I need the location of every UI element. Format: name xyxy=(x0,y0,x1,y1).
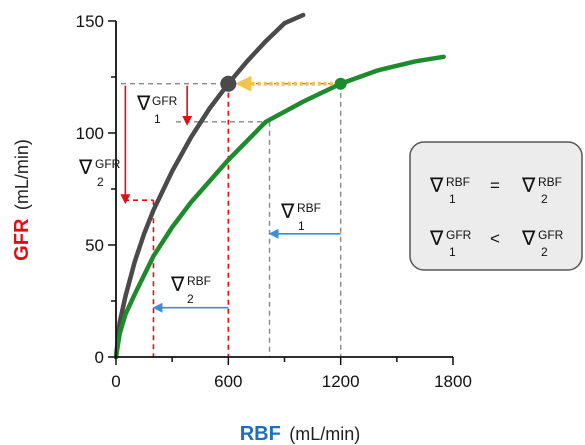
svg-text:1: 1 xyxy=(298,219,305,233)
svg-text:GFR: GFR xyxy=(538,228,564,242)
points-group xyxy=(220,75,347,92)
svg-text:RBF: RBF xyxy=(538,175,562,189)
svg-text:1: 1 xyxy=(449,245,456,259)
x-tick-label: 600 xyxy=(214,372,242,391)
axes-group: 0 50 100 150 0 600 1200 1800 xyxy=(76,12,472,391)
svg-text:∇: ∇ xyxy=(429,226,444,250)
x-axis-title: RBF (mL/min) xyxy=(240,423,361,445)
svg-text:2: 2 xyxy=(97,175,104,189)
svg-text:GFR: GFR xyxy=(152,94,178,108)
svg-text:1: 1 xyxy=(449,192,456,206)
x-tick-label: 1800 xyxy=(434,372,472,391)
svg-text:RBF: RBF xyxy=(297,201,321,215)
svg-text:=: = xyxy=(490,176,500,195)
guide-lines xyxy=(121,83,342,357)
legend-box: ∇ RBF 1 = ∇ RBF 2 ∇ GFR 1 < ∇ GFR 2 xyxy=(409,141,583,271)
y-tick-label: 150 xyxy=(76,12,104,31)
arrows-group xyxy=(120,75,341,313)
y-axis-title: GFR (mL/min) xyxy=(11,139,33,261)
rbf2-label: ∇ RBF 2 xyxy=(170,272,211,306)
curves-group xyxy=(113,12,446,360)
x-tick-label: 0 xyxy=(111,372,120,391)
svg-text:∇: ∇ xyxy=(429,173,444,197)
gfr1-label: ∇ GFR 1 xyxy=(136,91,178,126)
svg-text:∇: ∇ xyxy=(78,155,93,179)
lower-curve xyxy=(113,54,446,360)
svg-text:2: 2 xyxy=(187,292,194,306)
x-tick-label: 1200 xyxy=(322,372,360,391)
svg-text:∇: ∇ xyxy=(170,272,185,296)
legend-row-rbf: ∇ RBF 1 = ∇ RBF 2 xyxy=(429,173,562,206)
upper-curve xyxy=(113,12,306,360)
svg-text:GFR: GFR xyxy=(95,157,121,171)
lower-curve-point xyxy=(334,77,347,90)
svg-text:GFR: GFR xyxy=(446,228,472,242)
legend-row-gfr: ∇ GFR 1 < ∇ GFR 2 xyxy=(429,226,564,259)
svg-text:∇: ∇ xyxy=(280,199,295,223)
y-tick-label: 100 xyxy=(76,124,104,143)
rbf1-label: ∇ RBF 1 xyxy=(280,199,321,233)
svg-text:∇: ∇ xyxy=(136,91,151,115)
svg-text:∇: ∇ xyxy=(521,226,536,250)
gfr2-label: ∇ GFR 2 xyxy=(78,155,121,189)
y-tick-label: 50 xyxy=(85,236,104,255)
svg-text:RBF: RBF xyxy=(187,274,211,288)
svg-text:2: 2 xyxy=(541,245,548,259)
svg-text:<: < xyxy=(490,229,500,248)
svg-text:∇: ∇ xyxy=(521,173,536,197)
upper-curve-point xyxy=(220,75,237,92)
svg-text:2: 2 xyxy=(541,192,548,206)
y-tick-label: 0 xyxy=(95,348,104,367)
svg-text:RBF: RBF xyxy=(446,175,470,189)
svg-text:1: 1 xyxy=(154,112,161,126)
